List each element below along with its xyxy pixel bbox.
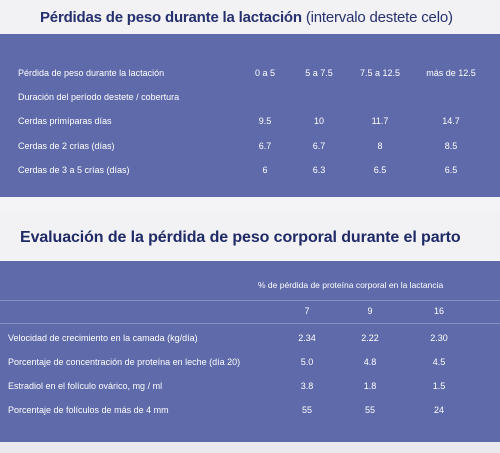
- table2-col-header: 16: [433, 306, 445, 316]
- table1-col-header: 7.5 a 12.5: [359, 68, 401, 78]
- table2-cell: 2.22: [361, 333, 379, 343]
- table1-row-label: Cerdas de 3 a 5 crías (días): [18, 165, 130, 175]
- table1-row-label: Cerdas primíparas días: [18, 116, 112, 126]
- table2-col-header: 7: [304, 306, 310, 316]
- table1-cell: 8: [377, 141, 383, 151]
- table1-row-label: Cerdas de 2 crías (días): [18, 141, 115, 151]
- bottom-strip: [0, 442, 500, 453]
- table2-cell: 4.8: [363, 357, 377, 367]
- table2-row-label: Estradiol en el folículo ovárico, mg / m…: [8, 381, 163, 391]
- divider: [0, 323, 500, 324]
- table1-cell: 6.5: [373, 165, 387, 175]
- table1-cell: 9.5: [258, 116, 272, 126]
- table2-cell: 4.5: [432, 357, 446, 367]
- table2-cell: 5.0: [300, 357, 314, 367]
- table2-cell: 1.5: [432, 381, 446, 391]
- table1-header-label: Pérdida de peso durante la lactación: [18, 68, 165, 78]
- table2-row-label: Porcentaje de concentración de proteína …: [8, 357, 241, 367]
- table1-subheader: Duración del período destete / cobertura: [18, 92, 180, 102]
- table2-cell: 2.30: [430, 333, 448, 343]
- table2-header: Evaluación de la pérdida de peso corpora…: [0, 213, 500, 261]
- table2-group-header: % de pérdida de proteína corporal en la …: [258, 280, 444, 290]
- table1-col-header: 5 a 7.5: [305, 68, 333, 78]
- table1-cell: 6.7: [258, 141, 272, 151]
- table1-title-bold: Pérdidas de peso durante la lactación: [40, 9, 302, 26]
- table1-cell: 6.7: [312, 141, 326, 151]
- table1-cell: 6.5: [444, 165, 458, 175]
- table1-cell: 8.5: [444, 141, 458, 151]
- table1-panel: Pérdida de peso durante la lactación 0 a…: [0, 34, 500, 197]
- table1-cell: 10: [313, 116, 325, 126]
- divider: [0, 300, 500, 301]
- table2-cell: 55: [301, 405, 313, 415]
- table2-cell: 1.8: [363, 381, 377, 391]
- table1-header: Pérdidas de peso durante la lactación (i…: [0, 0, 500, 34]
- table2-col-header: 9: [367, 306, 373, 316]
- table2-title: Evaluación de la pérdida de peso corpora…: [20, 229, 461, 246]
- table2-panel: % de pérdida de proteína corporal en la …: [0, 261, 500, 442]
- table1-cell: 11.7: [371, 116, 389, 126]
- table2-cell: 24: [433, 405, 445, 415]
- table2-row-label: Porcentaje de folículos de más de 4 mm: [8, 405, 169, 415]
- table2-cell: 2.34: [298, 333, 316, 343]
- table1-title-light: (intervalo destete celo): [301, 9, 453, 26]
- table1-col-header: más de 12.5: [426, 68, 476, 78]
- table1-title: Pérdidas de peso durante la lactación (i…: [40, 9, 453, 26]
- table2-row-label: Velocidad de crecimiento en la camada (k…: [8, 333, 198, 343]
- table2-cell: 55: [364, 405, 376, 415]
- table1-cell: 6: [262, 165, 268, 175]
- table1-cell: 14.7: [442, 116, 460, 126]
- table2-cell: 3.8: [300, 381, 314, 391]
- table1-cell: 6.3: [312, 165, 326, 175]
- section-separator: [0, 197, 500, 213]
- table1-col-header: 0 a 5: [254, 68, 276, 78]
